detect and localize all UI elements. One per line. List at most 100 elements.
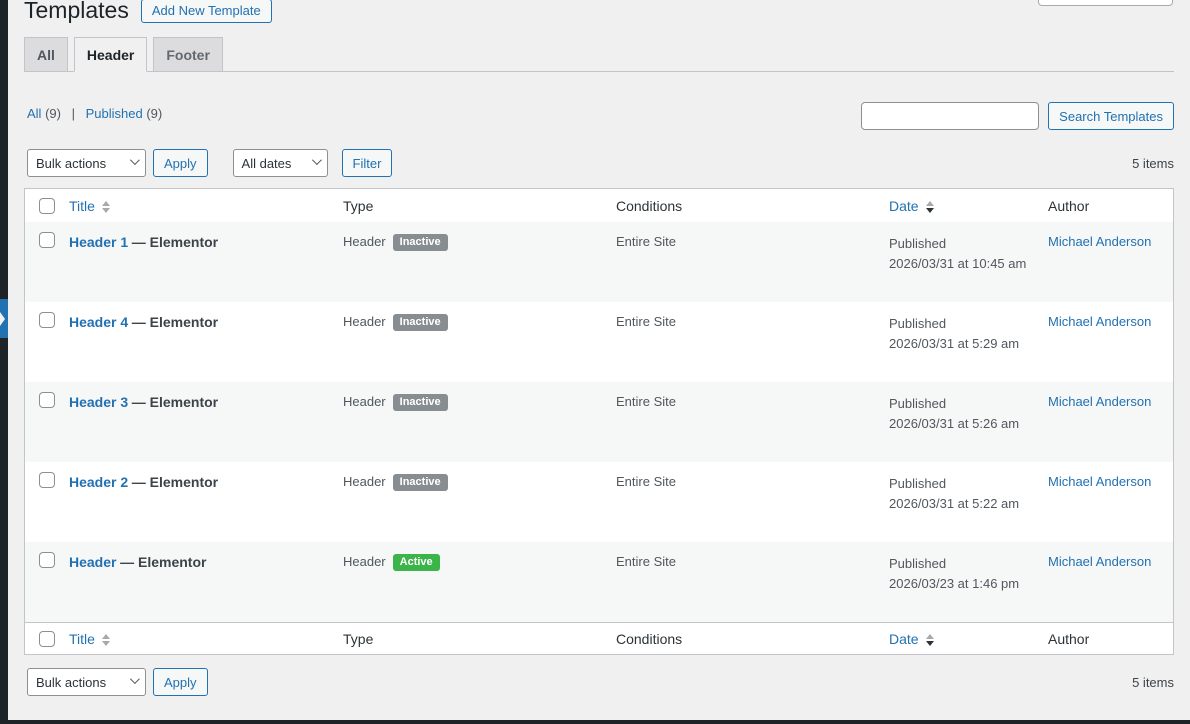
- search-box: Search Templates: [861, 102, 1174, 130]
- chevron-down-icon: [129, 155, 140, 166]
- title-sort-icon[interactable]: [101, 200, 110, 213]
- template-title-suffix: — Elementor: [131, 394, 219, 410]
- date-sort-icon[interactable]: [925, 633, 934, 646]
- sort-by-title-link[interactable]: Title: [69, 630, 95, 647]
- tablenav-top: Bulk actions Apply All dates Filter 5 it…: [24, 149, 1174, 177]
- template-type: Header: [343, 394, 386, 409]
- row-checkbox[interactable]: [39, 312, 55, 328]
- admin-menu-active-item[interactable]: [0, 299, 8, 338]
- apply-button[interactable]: Apply: [153, 668, 208, 696]
- template-title-link[interactable]: Header 4: [69, 314, 129, 330]
- template-conditions: Entire Site: [616, 474, 676, 489]
- date-filter-select[interactable]: All dates: [232, 149, 328, 177]
- template-type: Header: [343, 314, 386, 329]
- row-checkbox[interactable]: [39, 552, 55, 568]
- bottom-window-edge: [0, 720, 1190, 724]
- publish-date: 2026/03/31 at 5:22 am: [889, 496, 1020, 511]
- template-title-suffix: — Elementor: [120, 554, 207, 570]
- table-footer-row: Title Type Conditions Date Author: [25, 622, 1173, 654]
- tab-all[interactable]: All: [24, 37, 68, 71]
- bulk-actions-select[interactable]: Bulk actions: [27, 149, 146, 177]
- bulk-actions-value: Bulk actions: [36, 155, 107, 171]
- table-row: Header 4 — Elementor Header Inactive Enti…: [25, 302, 1173, 382]
- view-separator: |: [71, 106, 75, 121]
- search-input[interactable]: [861, 102, 1040, 130]
- template-title-suffix: — Elementor: [131, 474, 219, 490]
- topbar-partial-input[interactable]: [1038, 0, 1173, 6]
- column-author: Author: [1048, 630, 1090, 647]
- status-badge: Inactive: [392, 234, 448, 251]
- chevron-down-icon: [129, 674, 140, 685]
- column-type: Type: [343, 630, 374, 647]
- template-title-link[interactable]: Header 2: [69, 474, 129, 490]
- sort-by-date-link[interactable]: Date: [889, 630, 919, 647]
- template-type: Header: [343, 554, 386, 569]
- status-views: All (9) | Published (9): [27, 106, 162, 121]
- table-header-row: Title Type Conditions Date Author: [25, 189, 1173, 222]
- status-badge: Active: [392, 554, 440, 571]
- publish-status: Published: [889, 316, 947, 331]
- column-author: Author: [1048, 197, 1090, 214]
- column-type: Type: [343, 197, 374, 214]
- template-type-tabs: All Header Footer: [24, 37, 1174, 72]
- status-badge: Inactive: [392, 314, 448, 331]
- author-link[interactable]: Michael Anderson: [1048, 474, 1152, 489]
- template-type: Header: [343, 474, 386, 489]
- tab-footer[interactable]: Footer: [153, 37, 223, 71]
- publish-date: 2026/03/23 at 1:46 pm: [889, 576, 1020, 591]
- author-link[interactable]: Michael Anderson: [1048, 314, 1152, 329]
- template-title-suffix: — Elementor: [131, 234, 219, 250]
- bulk-actions-value: Bulk actions: [36, 674, 107, 690]
- table-row: Header 1 — Elementor Header Inactive Enti…: [25, 222, 1173, 302]
- apply-button[interactable]: Apply: [153, 149, 208, 177]
- active-menu-arrow-icon: [0, 312, 5, 326]
- tablenav-bottom: Bulk actions Apply 5 items: [24, 668, 1174, 696]
- publish-date: 2026/03/31 at 5:29 am: [889, 336, 1020, 351]
- items-count: 5 items: [1132, 155, 1174, 171]
- date-filter-value: All dates: [241, 155, 292, 171]
- filter-button[interactable]: Filter: [341, 149, 393, 177]
- select-all-checkbox[interactable]: [39, 197, 55, 214]
- author-link[interactable]: Michael Anderson: [1048, 394, 1152, 409]
- author-link[interactable]: Michael Anderson: [1048, 554, 1152, 569]
- publish-date: 2026/03/31 at 5:26 am: [889, 416, 1020, 431]
- row-checkbox[interactable]: [39, 392, 55, 408]
- template-conditions: Entire Site: [616, 314, 676, 329]
- sort-by-date-link[interactable]: Date: [889, 197, 919, 214]
- table-row: Header 3 — Elementor Header Inactive Enti…: [25, 382, 1173, 462]
- select-all-checkbox[interactable]: [39, 630, 55, 647]
- view-all-link[interactable]: All: [27, 106, 42, 121]
- column-conditions: Conditions: [616, 630, 683, 647]
- add-new-template-button[interactable]: Add New Template: [140, 0, 272, 23]
- template-title-link[interactable]: Header 1: [69, 234, 129, 250]
- author-link[interactable]: Michael Anderson: [1048, 234, 1152, 249]
- admin-menu-collapsed-edge: [0, 0, 8, 724]
- view-published-link[interactable]: Published: [85, 106, 143, 121]
- publish-status: Published: [889, 476, 947, 491]
- table-row: Header 2 — Elementor Header Inactive Enti…: [25, 462, 1173, 542]
- page-header: Templates Add New Template: [24, 0, 272, 25]
- row-checkbox[interactable]: [39, 472, 55, 488]
- publish-date: 2026/03/31 at 10:45 am: [889, 256, 1027, 271]
- title-sort-icon[interactable]: [101, 633, 110, 646]
- row-checkbox[interactable]: [39, 232, 55, 248]
- chevron-down-icon: [311, 155, 322, 166]
- template-title-link[interactable]: Header 3: [69, 394, 129, 410]
- bulk-actions-select[interactable]: Bulk actions: [27, 668, 146, 696]
- template-conditions: Entire Site: [616, 394, 676, 409]
- search-templates-button[interactable]: Search Templates: [1048, 102, 1174, 130]
- date-sort-icon[interactable]: [925, 200, 934, 213]
- template-conditions: Entire Site: [616, 554, 676, 569]
- publish-status: Published: [889, 236, 947, 251]
- template-title-suffix: — Elementor: [131, 314, 219, 330]
- template-type: Header: [343, 234, 386, 249]
- sort-by-title-link[interactable]: Title: [69, 197, 95, 214]
- column-conditions: Conditions: [616, 197, 683, 214]
- publish-status: Published: [889, 556, 947, 571]
- items-count: 5 items: [1132, 674, 1174, 690]
- tab-header[interactable]: Header: [73, 37, 148, 72]
- template-title-link[interactable]: Header: [69, 554, 117, 570]
- page-title: Templates: [24, 0, 129, 23]
- template-conditions: Entire Site: [616, 234, 676, 249]
- table-row: Header — Elementor Header Active Entire S…: [25, 542, 1173, 622]
